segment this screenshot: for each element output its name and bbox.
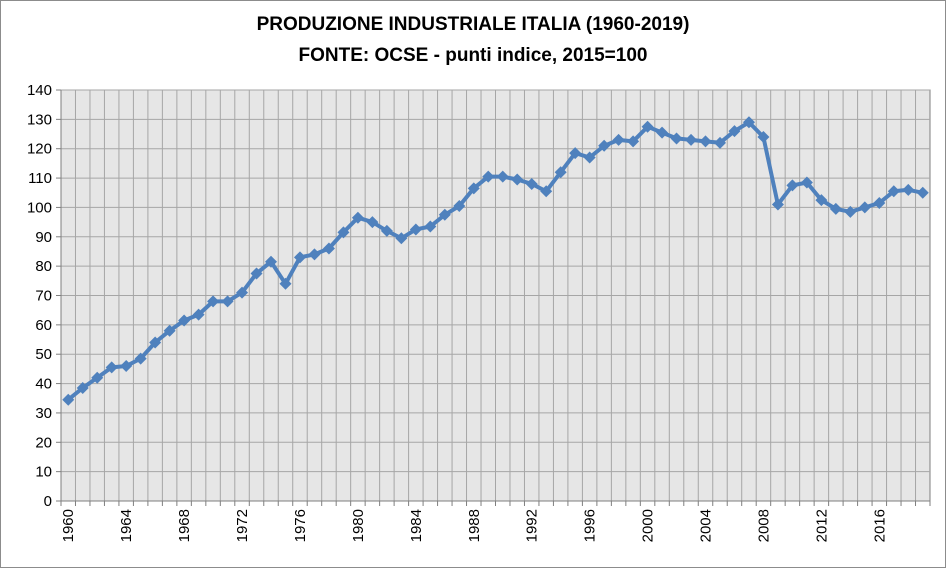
x-tick-label: 1964 — [118, 509, 135, 542]
data-point-marker — [120, 359, 133, 372]
data-point-marker — [279, 277, 292, 290]
data-point-marker — [163, 324, 176, 337]
data-point-marker — [598, 139, 611, 152]
data-point-marker — [192, 308, 205, 321]
data-point-marker — [858, 201, 871, 214]
data-point-marker — [916, 186, 929, 199]
data-point-marker — [424, 220, 437, 233]
data-point-marker — [409, 223, 422, 236]
x-tick-label: 2000 — [640, 509, 657, 542]
data-point-marker — [525, 177, 538, 190]
y-tick-label: 20 — [35, 434, 52, 451]
data-point-marker — [713, 136, 726, 149]
data-point-marker — [511, 173, 524, 186]
data-point-marker — [236, 286, 249, 299]
data-point-marker — [656, 126, 669, 139]
data-point-marker — [105, 361, 118, 374]
data-point-marker — [699, 135, 712, 148]
data-point-marker — [178, 314, 191, 327]
data-point-marker — [395, 232, 408, 245]
data-point-marker — [800, 176, 813, 189]
data-point-marker — [771, 198, 784, 211]
data-point-marker — [438, 208, 451, 221]
y-tick-label: 70 — [35, 288, 52, 305]
data-point-marker — [322, 242, 335, 255]
data-point-marker — [670, 132, 683, 145]
data-point-marker — [757, 130, 770, 143]
data-point-marker — [786, 179, 799, 192]
data-point-marker — [873, 197, 886, 210]
y-tick-label: 80 — [35, 258, 52, 275]
data-point-marker — [250, 267, 263, 280]
data-point-marker — [265, 255, 278, 268]
data-point-marker — [641, 120, 654, 133]
data-point-marker — [453, 199, 466, 212]
data-point-marker — [540, 185, 553, 198]
data-point-marker — [829, 202, 842, 215]
data-point-marker — [351, 211, 364, 224]
data-point-marker — [467, 182, 480, 195]
x-tick-label: 1960 — [60, 509, 77, 542]
x-tick-label: 1968 — [176, 509, 193, 542]
data-point-marker — [902, 183, 915, 196]
y-tick-label: 110 — [28, 170, 52, 187]
y-tick-label: 140 — [27, 82, 52, 99]
data-point-marker — [91, 371, 104, 384]
x-tick-label: 2012 — [813, 509, 830, 542]
data-point-marker — [207, 295, 220, 308]
y-tick-label: 50 — [35, 346, 52, 363]
data-point-marker — [742, 116, 755, 129]
x-tick-label: 1992 — [524, 509, 541, 542]
chart-title: PRODUZIONE INDUSTRIALE ITALIA (1960-2019… — [256, 14, 690, 35]
data-point-marker — [366, 216, 379, 229]
data-point-marker — [844, 205, 857, 218]
data-point-marker — [815, 194, 828, 207]
data-point-marker — [149, 336, 162, 349]
chart-subtitle: FONTE: OCSE - punti indice, 2015=100 — [298, 45, 648, 66]
data-point-marker — [496, 170, 509, 183]
y-tick-label: 30 — [35, 405, 52, 422]
x-tick-label: 1972 — [234, 509, 251, 542]
data-point-marker — [627, 135, 640, 148]
data-point-marker — [482, 170, 495, 183]
y-tick-label: 100 — [27, 199, 52, 216]
x-tick-label: 1984 — [408, 509, 425, 542]
x-tick-label: 2004 — [698, 509, 715, 542]
data-point-marker — [293, 251, 306, 264]
x-tick-label: 1976 — [292, 509, 309, 542]
x-tick-label: 1980 — [350, 509, 367, 542]
data-point-marker — [569, 147, 582, 160]
data-point-marker — [728, 125, 741, 138]
data-point-marker — [612, 133, 625, 146]
data-point-marker — [221, 295, 234, 308]
data-point-marker — [337, 226, 350, 239]
data-point-marker — [308, 248, 321, 261]
x-tick-label: 1996 — [582, 509, 599, 542]
x-tick-label: 2016 — [871, 509, 888, 542]
data-point-marker — [380, 224, 393, 237]
data-point-marker — [62, 393, 75, 406]
y-tick-label: 10 — [35, 464, 52, 481]
y-tick-label: 60 — [35, 317, 52, 334]
data-point-marker — [583, 151, 596, 164]
y-tick-label: 90 — [35, 229, 52, 246]
x-tick-label: 2008 — [755, 509, 772, 542]
y-tick-label: 130 — [27, 111, 52, 128]
data-point-marker — [685, 133, 698, 146]
data-point-marker — [554, 166, 567, 179]
y-tick-label: 0 — [44, 493, 52, 510]
y-tick-label: 120 — [27, 141, 52, 158]
data-point-marker — [134, 352, 147, 365]
x-tick-label: 1988 — [466, 509, 483, 542]
data-point-marker — [76, 381, 89, 394]
y-tick-label: 40 — [35, 376, 52, 393]
data-point-marker — [887, 185, 900, 198]
